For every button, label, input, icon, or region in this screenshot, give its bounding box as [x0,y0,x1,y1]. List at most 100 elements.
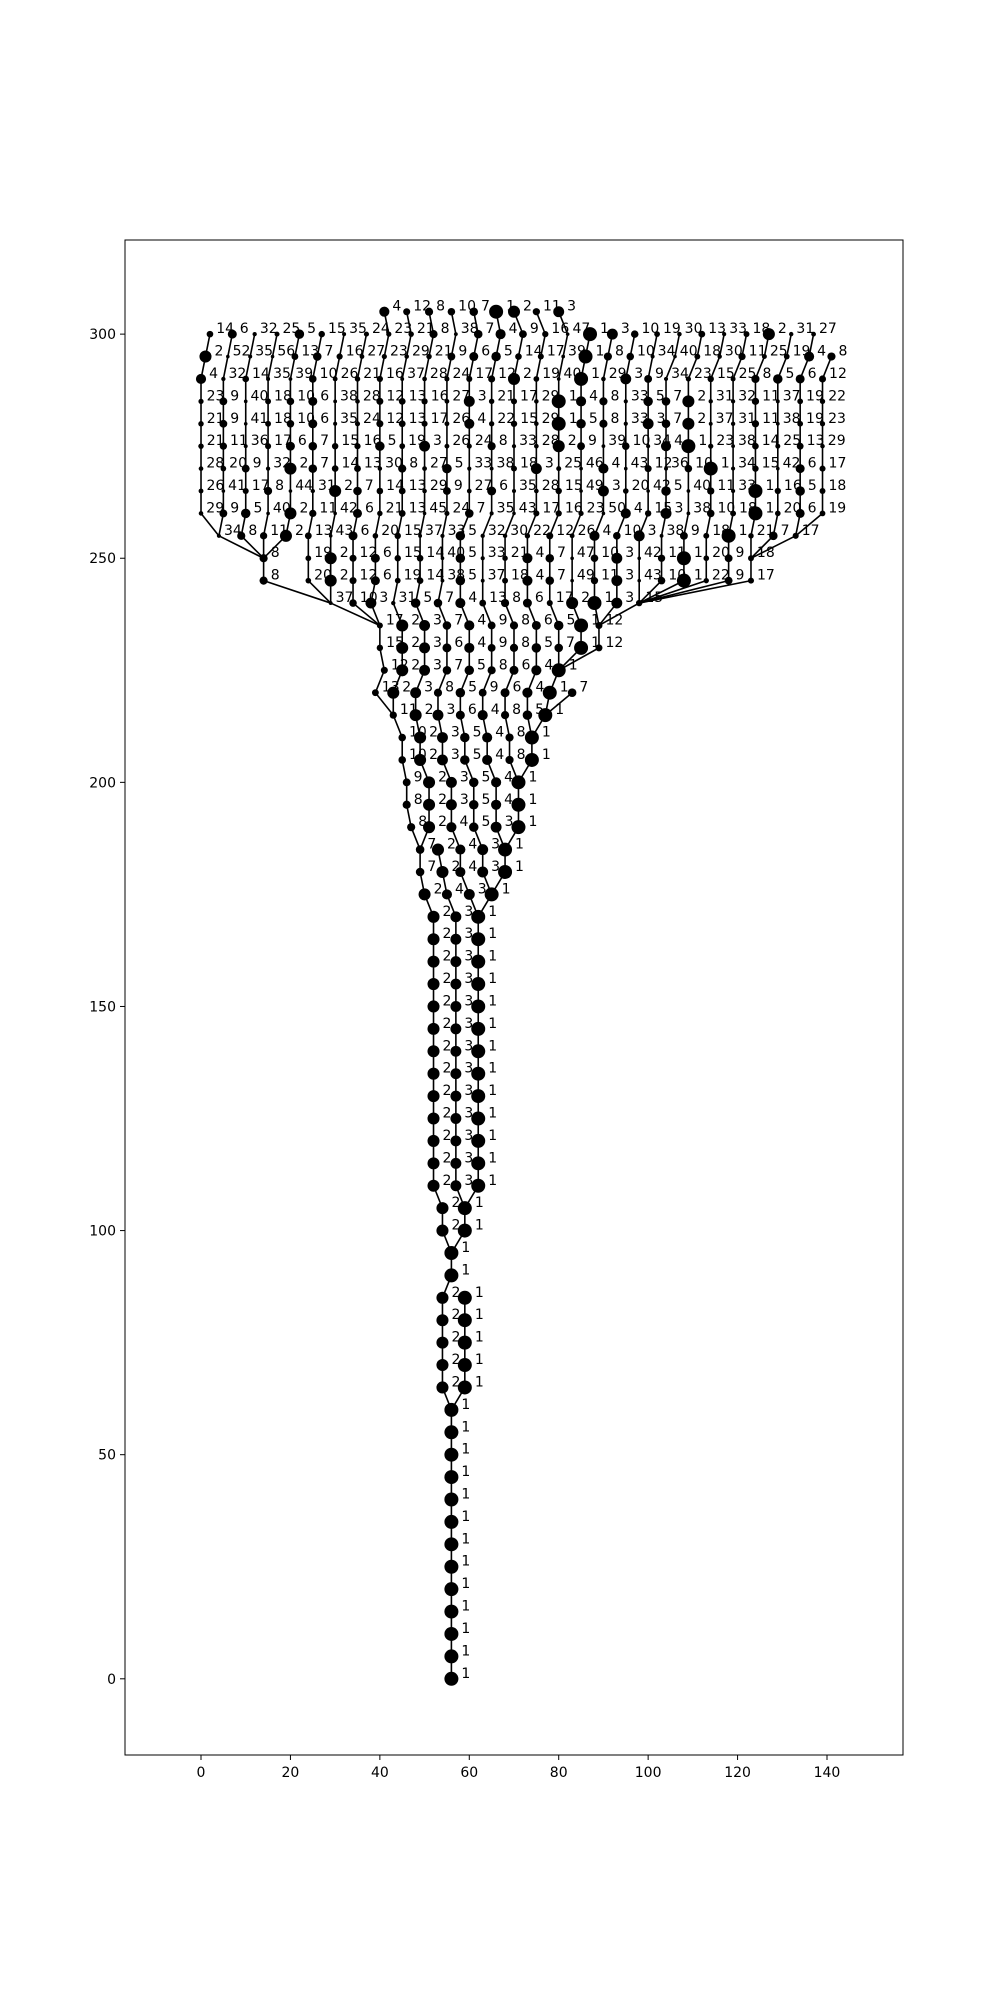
node-label: 26 [206,478,224,494]
node-label: 17 [274,433,292,449]
tree-node-dot [769,531,778,541]
node-label: 1 [488,926,497,942]
tree-node-dot [455,553,466,563]
node-label: 3 [648,523,657,539]
node-label: 11 [400,702,418,718]
tree-node-dot [242,487,249,495]
node-label: 11 [601,568,619,584]
tree-node-dot [444,443,450,449]
tree-node-dot [820,443,825,449]
node-label: 1 [488,1106,497,1122]
node-label: 16 [431,388,449,404]
node-label: 13 [409,388,427,404]
node-label: 6 [320,388,329,404]
node-label: 16 [565,500,583,516]
node-label: 11 [762,411,780,427]
tree-node-dot [774,510,781,517]
tree-edge [356,356,363,380]
node-label: 1 [461,1599,470,1615]
tree-node-dot [660,441,672,452]
tree-node-dot [219,509,228,518]
tree-node-dot [595,621,603,629]
node-label: 4 [455,881,464,897]
tree-node-dot [444,1470,459,1485]
tree-node-dot [677,331,682,337]
node-label: 38 [447,568,465,584]
tree-edge [557,356,564,380]
tree-node-dot [511,797,526,812]
tree-edge [374,513,381,536]
node-label: 20 [229,456,247,472]
node-label: 9 [499,635,508,651]
tree-node-dot [394,555,401,562]
tree-node-dot [371,689,379,697]
tree-node-dot [606,328,618,340]
tree-node-dot [363,331,369,337]
node-label: 25 [564,456,582,472]
node-label: 5 [504,344,513,360]
tree-node-dot [587,596,602,611]
tree-node-dot [775,443,781,449]
tree-node-dot [444,421,450,427]
node-label: 49 [586,478,604,494]
node-label: 24 [452,500,470,516]
tree-node-dot [243,399,248,404]
node-label: 20 [712,545,730,561]
tree-node-dot [576,419,586,429]
tree-node-dot [455,866,466,878]
tree-node-dot [333,399,338,404]
node-label: 1 [488,1150,497,1166]
node-label: 14 [341,456,359,472]
tree-node-dot [751,374,760,384]
tree-node-dot [626,352,635,361]
node-label: 2 [697,388,706,404]
tree-edge [750,535,774,559]
tree-node-dot [599,419,608,428]
node-label: 37 [425,523,443,539]
node-label: 47 [577,545,595,561]
tree-edge [639,579,752,604]
node-label: 1 [560,680,569,696]
node-label: 2 [447,837,456,853]
tree-node-dot [776,466,780,471]
node-label: 13 [315,523,333,539]
node-label: 8 [248,523,257,539]
node-label: 14 [426,568,444,584]
node-label: 5 [468,523,477,539]
node-label: 8 [512,702,521,718]
tree-node-dot [489,511,494,516]
tree-node-dot [751,397,760,406]
tree-edge [504,513,515,537]
tree-node-dot [221,489,226,493]
tree-node-dot [398,510,406,517]
tree-node-dot [660,507,672,519]
tree-node-dot [811,331,816,337]
tree-node-dot [365,597,377,609]
node-label: 4 [495,725,504,741]
tree-node-dot [291,353,299,360]
tree-edge [540,333,547,357]
tree-node-dot [682,395,695,408]
node-label: 7 [365,478,374,494]
node-label: 17 [386,612,404,628]
node-label: 27 [430,456,448,472]
node-label: 13 [364,456,382,472]
tree-node-dot [237,531,246,540]
tree-edge [405,311,412,335]
node-label: 23 [694,366,712,382]
tree-node-dot [288,377,293,381]
tree-edge [638,580,663,604]
node-label: 1 [765,500,774,516]
node-label: 3 [464,1150,473,1166]
tree-node-dot [259,532,268,540]
tree-node-dot [819,510,826,517]
tree-node-dot [532,308,540,316]
node-label: 8 [271,545,280,561]
node-label: 8 [611,411,620,427]
node-label: 3 [424,680,433,696]
tree-node-dot [502,555,508,561]
tree-node-dot [630,330,639,338]
tree-node-dot [450,1068,462,1080]
node-label: 3 [545,456,554,472]
tree-node-dot [775,421,780,426]
